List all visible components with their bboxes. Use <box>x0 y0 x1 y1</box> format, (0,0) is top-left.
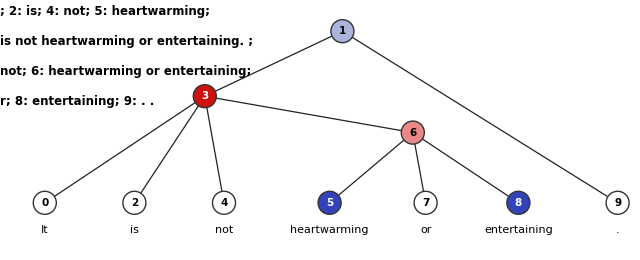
Text: or: or <box>420 225 431 235</box>
Text: ; 2: is; 4: not; 5: heartwarming;: ; 2: is; 4: not; 5: heartwarming; <box>0 5 210 18</box>
Ellipse shape <box>123 191 146 214</box>
Text: 3: 3 <box>201 91 209 101</box>
Text: not: not <box>215 225 233 235</box>
Text: 7: 7 <box>422 198 429 208</box>
Text: 6: 6 <box>409 128 417 138</box>
Text: 1: 1 <box>339 26 346 36</box>
Ellipse shape <box>212 191 236 214</box>
Ellipse shape <box>401 121 424 144</box>
Text: 0: 0 <box>41 198 49 208</box>
Text: 5: 5 <box>326 198 333 208</box>
Text: It: It <box>41 225 49 235</box>
Ellipse shape <box>414 191 437 214</box>
Text: 4: 4 <box>220 198 228 208</box>
Ellipse shape <box>318 191 341 214</box>
Ellipse shape <box>331 20 354 43</box>
Text: not; 6: heartwarming or entertaining;: not; 6: heartwarming or entertaining; <box>0 65 252 78</box>
Ellipse shape <box>507 191 530 214</box>
Ellipse shape <box>33 191 56 214</box>
Text: entertaining: entertaining <box>484 225 553 235</box>
Text: heartwarming: heartwarming <box>291 225 369 235</box>
Text: 8: 8 <box>515 198 522 208</box>
Text: r; 8: entertaining; 9: . .: r; 8: entertaining; 9: . . <box>0 95 154 108</box>
Text: is: is <box>130 225 139 235</box>
Text: is not heartwarming or entertaining. ;: is not heartwarming or entertaining. ; <box>0 35 253 48</box>
Ellipse shape <box>193 85 216 108</box>
Text: 9: 9 <box>614 198 621 208</box>
Ellipse shape <box>606 191 629 214</box>
Text: .: . <box>616 225 620 235</box>
Text: 2: 2 <box>131 198 138 208</box>
